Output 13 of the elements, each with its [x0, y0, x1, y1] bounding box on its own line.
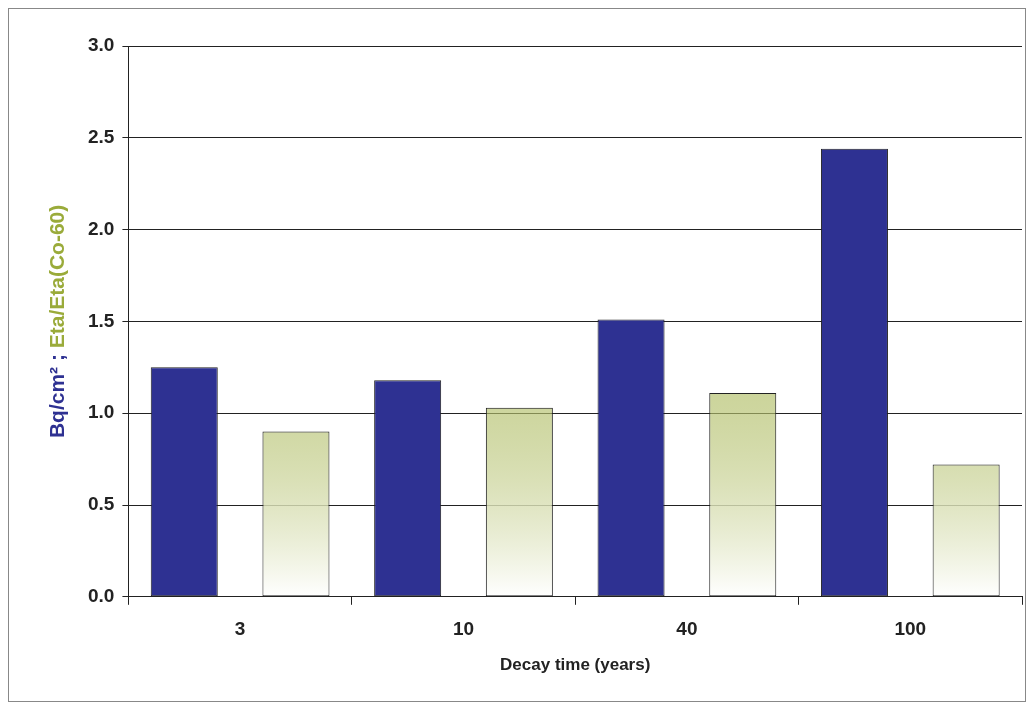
y-tick-label: 3.0	[87, 34, 115, 56]
x-tick-label: 40	[676, 618, 698, 640]
y-tick-label: 2.5	[87, 126, 115, 148]
x-tick-label: 10	[452, 618, 475, 640]
y-axis-title: Bq/cm² ; Eta/Eta(Co-60)	[44, 204, 68, 439]
x-axis-title: Decay time (years)	[500, 655, 651, 675]
y-tick-label: 1.5	[87, 309, 115, 331]
x-tick-label: 3	[234, 618, 246, 640]
y-tick-label: 0.5	[87, 493, 115, 515]
y-tick-label: 1.0	[87, 401, 115, 423]
y-tick-label: 0.0	[87, 585, 115, 607]
y-tick-label: 2.0	[87, 217, 115, 239]
x-tick-label: 100	[894, 618, 927, 640]
